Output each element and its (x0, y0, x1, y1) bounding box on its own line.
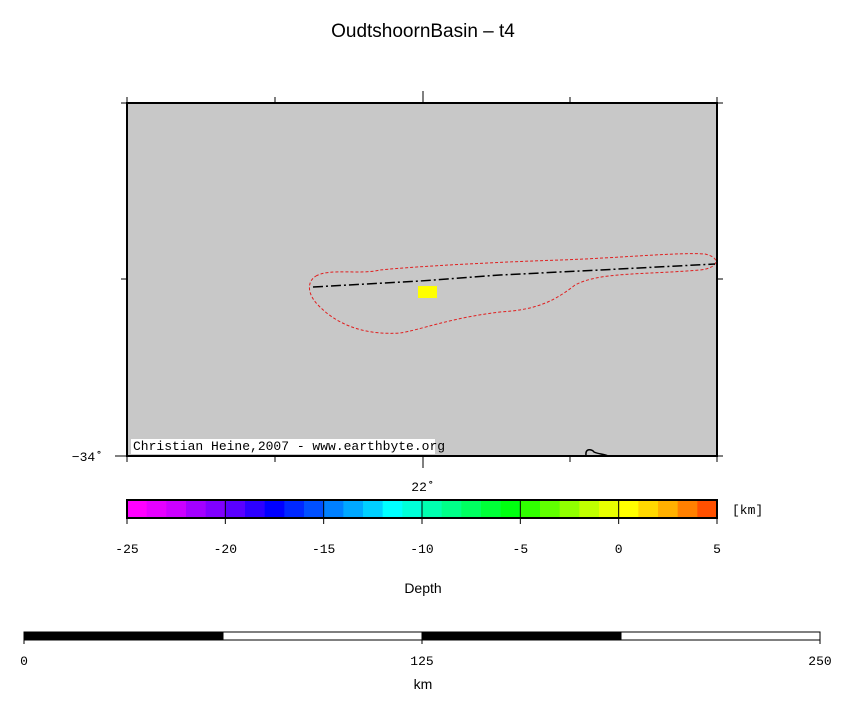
scalebar-tick-label: 125 (410, 654, 433, 669)
coastline (585, 449, 609, 457)
color-swatch (559, 500, 580, 518)
lat-label: −34˚ (72, 450, 103, 465)
color-swatch (618, 500, 639, 518)
color-swatch (225, 500, 246, 518)
colorbar-tick-label: 5 (713, 542, 721, 557)
credit: Christian Heine,2007 - www.earthbyte.org (133, 439, 445, 454)
colorbar: -25 -20 -15 -10 -5 0 5 (115, 499, 721, 557)
color-swatch (697, 500, 718, 518)
color-swatch (186, 500, 207, 518)
color-swatch (264, 500, 285, 518)
title: OudtshoornBasin – t4 (331, 21, 515, 42)
color-swatch (245, 500, 266, 518)
scalebar-segment (222, 631, 423, 641)
colorbar-tick-label: -5 (513, 542, 529, 557)
color-swatch (284, 500, 305, 518)
color-swatch (481, 500, 502, 518)
color-swatch (638, 500, 659, 518)
fault-line (312, 263, 716, 288)
color-swatch (166, 500, 187, 518)
color-swatch (658, 500, 679, 518)
colorbar-tick-label: -25 (115, 542, 138, 557)
color-swatch (304, 500, 325, 518)
color-swatch (146, 500, 167, 518)
color-swatch (540, 500, 561, 518)
colorbar-tick-label: -10 (410, 542, 433, 557)
color-swatch (343, 500, 364, 518)
color-swatch (500, 500, 521, 518)
color-swatch (323, 500, 344, 518)
scalebar-unit: km (414, 676, 433, 692)
map-frame (126, 102, 718, 457)
color-swatch (363, 500, 384, 518)
color-swatch (127, 500, 148, 518)
color-swatch (599, 500, 620, 518)
color-swatch (461, 500, 482, 518)
credit-box (131, 439, 435, 454)
colorbar-tick-label: 0 (615, 542, 623, 557)
scalebar-segment (23, 631, 224, 641)
colorbar-tick-label: -15 (312, 542, 335, 557)
color-swatch (520, 500, 541, 518)
colorbar-unit: [km] (732, 503, 763, 518)
lon-label: 22˚ (411, 480, 434, 495)
color-swatch (402, 500, 423, 518)
basin-outline (309, 253, 717, 334)
color-swatch (205, 500, 226, 518)
color-swatch (382, 500, 403, 518)
colorbar-tick-label: -20 (214, 542, 237, 557)
scalebar-segment (620, 631, 821, 641)
scalebar: 0 125 250 (20, 631, 832, 669)
color-swatch (441, 500, 462, 518)
color-swatch (579, 500, 600, 518)
scalebar-tick-label: 0 (20, 654, 28, 669)
colorbar-label: Depth (404, 580, 441, 596)
scalebar-segment (421, 631, 622, 641)
scalebar-tick-label: 250 (808, 654, 831, 669)
frame-ticks (121, 91, 723, 462)
well-marker (418, 286, 437, 298)
color-swatch (677, 500, 698, 518)
color-swatch (422, 500, 443, 518)
